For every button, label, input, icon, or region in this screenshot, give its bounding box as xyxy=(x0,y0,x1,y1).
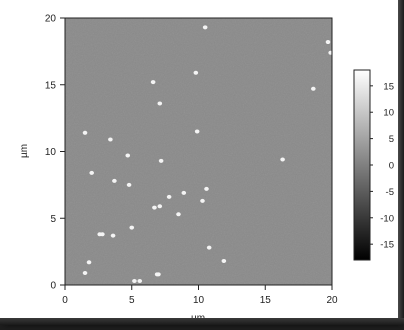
x-tick-label: 10 xyxy=(193,295,205,306)
y-tick-label: 15 xyxy=(45,80,57,91)
particle xyxy=(137,278,143,283)
colorbar-tick-label: 15 xyxy=(383,81,394,92)
window-shadow-bottom xyxy=(0,318,404,325)
particle xyxy=(221,258,227,263)
particle xyxy=(100,232,105,237)
particle xyxy=(89,170,94,175)
y-axis: 0 5 10 15 20 xyxy=(45,14,66,292)
particle xyxy=(86,260,92,265)
y-tick-label: 20 xyxy=(45,14,57,25)
colorbar-tick-label: 0 xyxy=(389,161,394,172)
y-tick-label: 5 xyxy=(50,214,56,225)
colorbar-tick-label: -15 xyxy=(380,240,394,251)
y-tick-label: 10 xyxy=(45,147,57,158)
colorbar xyxy=(353,69,371,261)
particle xyxy=(158,158,164,163)
particle xyxy=(325,40,331,45)
x-tick-label: 15 xyxy=(260,295,272,306)
window-shadow-right xyxy=(398,0,404,325)
particle xyxy=(129,225,135,230)
x-tick-label: 0 xyxy=(62,295,68,306)
particle xyxy=(200,198,205,203)
particle xyxy=(82,270,88,275)
particle xyxy=(126,182,132,187)
particle xyxy=(150,80,156,85)
particle xyxy=(181,190,187,195)
particle xyxy=(157,204,163,209)
particle xyxy=(202,25,208,30)
particle xyxy=(157,101,163,106)
particle xyxy=(280,157,285,162)
particle xyxy=(108,137,113,142)
x-axis: 0 5 10 15 20 xyxy=(62,285,338,306)
particle xyxy=(152,205,157,210)
colorbar-tick-label: -5 xyxy=(386,187,394,198)
particle xyxy=(110,233,116,238)
surface-texture xyxy=(65,18,332,285)
particles-layer xyxy=(82,25,333,283)
particle xyxy=(112,178,117,183)
x-tick-label: 20 xyxy=(326,295,338,306)
y-axis-label: µm xyxy=(19,144,30,158)
particle xyxy=(206,245,212,250)
particle xyxy=(194,129,200,134)
particle xyxy=(82,130,88,135)
colorbar-tick-label: 5 xyxy=(389,134,394,145)
particle xyxy=(204,186,209,191)
particle xyxy=(176,212,181,217)
particle xyxy=(156,272,161,277)
particle xyxy=(193,70,199,75)
particle xyxy=(132,278,137,283)
particle xyxy=(311,86,316,91)
y-tick-label: 0 xyxy=(50,281,56,292)
colorbar-ticks: 15 10 5 0 -5 -10 -15 xyxy=(370,81,394,251)
particle xyxy=(125,153,131,158)
particle xyxy=(166,194,172,199)
colorbar-tick-label: -10 xyxy=(380,213,394,224)
colorbar-tick-label: 10 xyxy=(383,108,394,119)
x-tick-label: 5 xyxy=(129,295,135,306)
